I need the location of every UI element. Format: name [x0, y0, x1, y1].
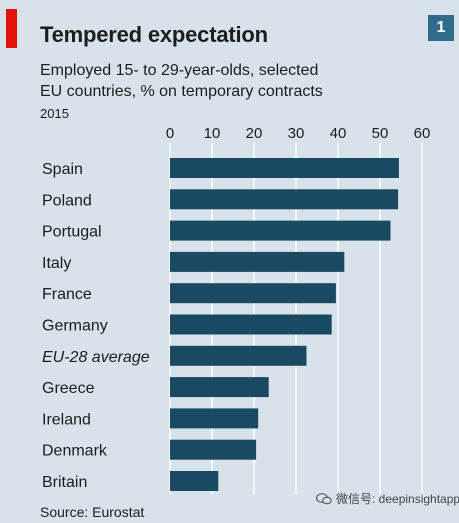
category-label: Italy — [42, 255, 71, 272]
red-accent-tab — [6, 9, 17, 48]
x-tick-label: 30 — [288, 125, 305, 142]
category-label: Denmark — [42, 443, 108, 460]
category-label: Ireland — [42, 411, 91, 428]
bar — [170, 471, 219, 491]
category-label: Greece — [42, 380, 95, 397]
wechat-icon — [316, 492, 332, 504]
chart-year: 2015 — [40, 106, 69, 121]
chart-subtitle: Employed 15- to 29-year-olds, selected E… — [40, 60, 323, 102]
bar — [170, 439, 257, 460]
x-tick-label: 10 — [204, 125, 221, 142]
chart-number-badge: 1 — [428, 15, 454, 41]
x-tick-label: 50 — [372, 125, 389, 142]
watermark: 微信号: deepinsightapp — [316, 490, 459, 507]
category-label: Spain — [42, 161, 83, 178]
bar — [170, 158, 399, 178]
category-label: France — [42, 286, 92, 303]
bar — [170, 345, 307, 366]
bar — [170, 314, 332, 335]
chart-title: Tempered expectation — [40, 22, 268, 47]
x-tick-label: 60 — [414, 125, 431, 142]
bar — [170, 408, 259, 429]
x-tick-label: 40 — [330, 125, 347, 142]
category-label: Britain — [42, 474, 87, 491]
category-label: Germany — [42, 318, 108, 335]
bar — [170, 283, 336, 304]
watermark-text: 微信号: deepinsightapp — [336, 492, 459, 506]
category-label: Poland — [42, 192, 92, 209]
subtitle-line-1: Employed 15- to 29-year-olds, selected — [40, 62, 319, 79]
bar — [170, 377, 269, 398]
subtitle-line-2: EU countries, % on temporary contracts — [40, 83, 323, 100]
bar — [170, 189, 399, 210]
source-note: Source: Eurostat — [40, 504, 145, 520]
x-tick-label: 0 — [166, 125, 174, 142]
category-label: EU-28 average — [42, 349, 150, 366]
bar — [170, 220, 391, 241]
bar — [170, 251, 345, 272]
x-tick-label: 20 — [246, 125, 263, 142]
category-label: Portugal — [42, 224, 102, 241]
